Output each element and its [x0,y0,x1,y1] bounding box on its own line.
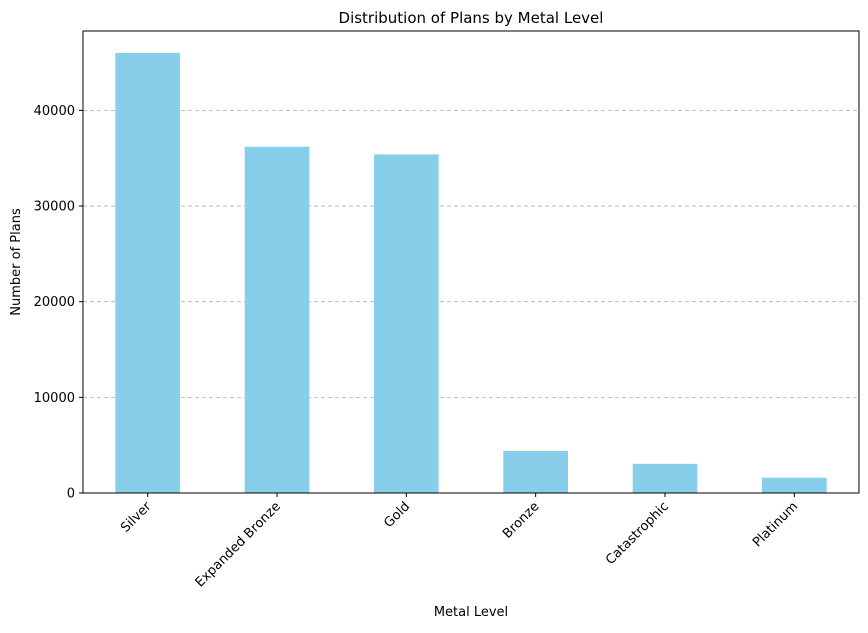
y-tick-label: 30000 [34,200,75,215]
x-axis-label: Metal Level [434,605,508,620]
bar-gold [374,154,439,494]
bar-silver [115,53,180,493]
chart-title: Distribution of Plans by Metal Level [339,9,604,27]
bar-catastrophic [632,463,698,493]
y-axis-label: Number of Plans [9,208,24,316]
bar-bronze [503,450,568,493]
gridlines [83,109,859,398]
plot-frame [82,30,860,494]
y-tick-label: 40000 [34,104,75,119]
y-tick-label: 10000 [34,391,75,406]
y-tick-label: 0 [67,487,75,502]
bars [115,53,827,494]
y-axis-ticks: 0 10000 20000 30000 40000 [34,104,83,502]
y-tick-label: 20000 [34,295,75,310]
bar-expanded-bronze [244,146,310,493]
bar-platinum [762,477,827,493]
